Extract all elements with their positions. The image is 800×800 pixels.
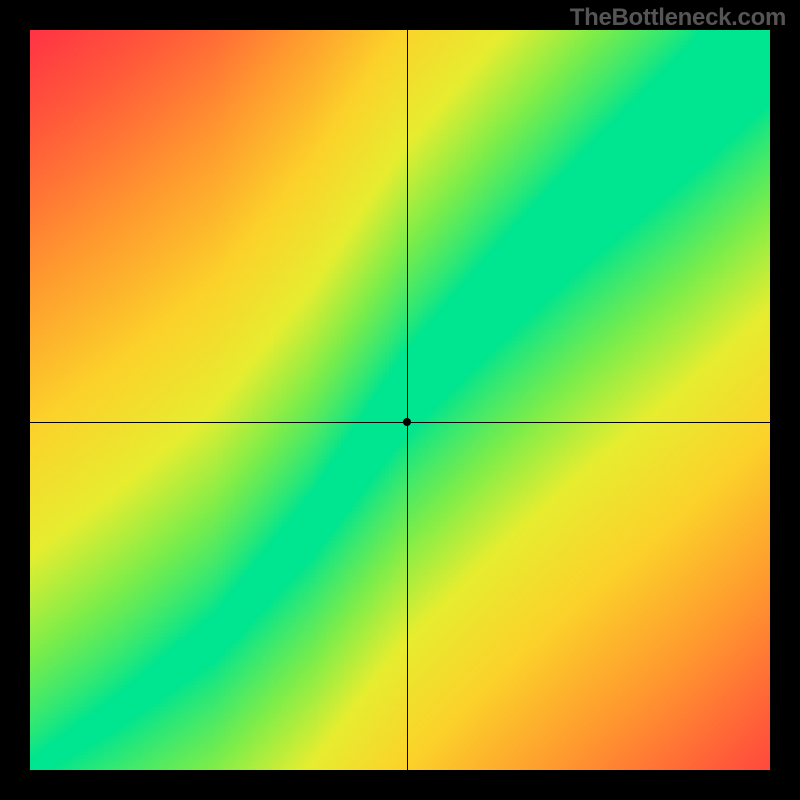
crosshair-vertical [407, 30, 408, 770]
watermark-text: TheBottleneck.com [570, 4, 786, 32]
chart-container: TheBottleneck.com [0, 0, 800, 800]
plot-area [30, 30, 770, 770]
crosshair-marker [403, 418, 411, 426]
heatmap-canvas [30, 30, 770, 770]
crosshair-horizontal [30, 422, 770, 423]
